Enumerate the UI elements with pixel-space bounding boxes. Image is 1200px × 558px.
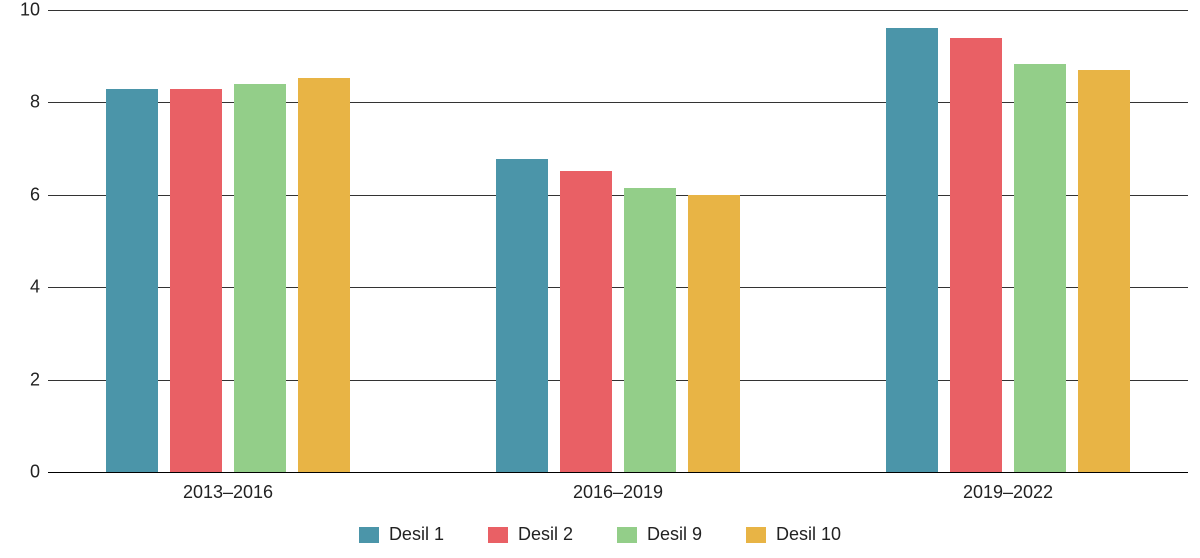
- bar: [1078, 70, 1130, 472]
- legend-swatch: [746, 527, 766, 543]
- legend-label: Desil 1: [389, 524, 444, 545]
- legend: Desil 1 Desil 2 Desil 9 Desil 10: [0, 524, 1200, 545]
- plot-area: [48, 10, 1188, 473]
- y-tick-label: 4: [0, 277, 40, 298]
- bar: [560, 171, 612, 472]
- x-category-label: 2016–2019: [573, 482, 663, 503]
- y-tick-label: 2: [0, 369, 40, 390]
- legend-item: Desil 1: [359, 524, 444, 545]
- bar: [170, 89, 222, 472]
- bar: [1014, 64, 1066, 472]
- legend-label: Desil 9: [647, 524, 702, 545]
- legend-swatch: [488, 527, 508, 543]
- bar: [106, 89, 158, 472]
- y-tick-label: 8: [0, 92, 40, 113]
- bar: [496, 159, 548, 472]
- x-category-label: 2019–2022: [963, 482, 1053, 503]
- gridline: [48, 10, 1188, 11]
- x-category-label: 2013–2016: [183, 482, 273, 503]
- legend-item: Desil 10: [746, 524, 841, 545]
- legend-swatch: [359, 527, 379, 543]
- legend-swatch: [617, 527, 637, 543]
- bar: [298, 78, 350, 472]
- y-tick-label: 6: [0, 184, 40, 205]
- bar: [688, 195, 740, 472]
- legend-label: Desil 2: [518, 524, 573, 545]
- bar: [234, 84, 286, 472]
- grouped-bar-chart: Desil 1 Desil 2 Desil 9 Desil 10 0 2 4 6 8 10 201…: [0, 0, 1200, 558]
- legend-item: Desil 2: [488, 524, 573, 545]
- bar: [886, 28, 938, 472]
- y-tick-label: 0: [0, 462, 40, 483]
- legend-label: Desil 10: [776, 524, 841, 545]
- legend-item: Desil 9: [617, 524, 702, 545]
- bar: [950, 38, 1002, 472]
- bar: [624, 188, 676, 472]
- y-tick-label: 10: [0, 0, 40, 21]
